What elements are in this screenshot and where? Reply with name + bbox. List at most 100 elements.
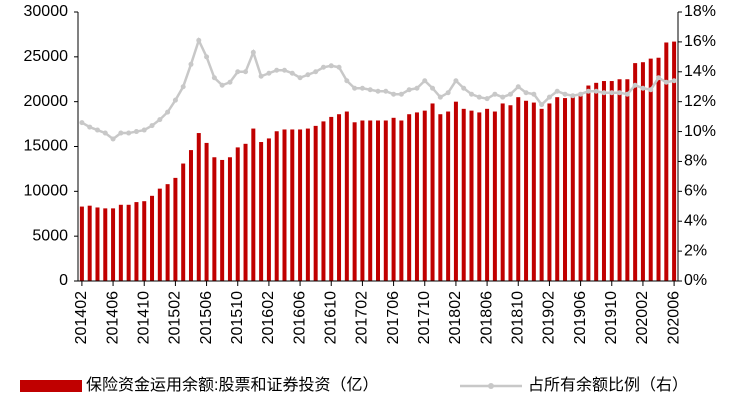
line-marker	[671, 78, 677, 84]
bar	[664, 42, 669, 282]
line-marker	[656, 75, 662, 81]
x-tick-label: 201410	[135, 291, 152, 344]
bar	[477, 112, 482, 281]
line-marker	[414, 85, 420, 91]
bar	[126, 204, 131, 281]
line-marker	[227, 79, 233, 85]
line-marker	[515, 84, 521, 90]
x-tick-label: 201810	[509, 291, 526, 344]
bar	[360, 120, 365, 281]
line-marker	[313, 69, 319, 75]
line-marker	[266, 70, 272, 76]
bar	[391, 117, 396, 281]
bar	[337, 114, 342, 281]
bar	[188, 150, 193, 281]
y2-tick-label: 4%	[684, 212, 707, 229]
y2-tick-label: 10%	[684, 123, 716, 140]
bar	[266, 138, 271, 281]
bar	[165, 184, 170, 281]
y-tick-label: 15000	[24, 138, 69, 155]
line-marker	[398, 91, 404, 97]
bar	[173, 177, 178, 281]
line-marker	[196, 37, 202, 43]
x-tick-label: 201602	[260, 291, 277, 344]
bar	[290, 129, 295, 281]
x-tick-label: 201906	[572, 291, 589, 344]
line-marker	[250, 49, 256, 55]
line-marker	[554, 88, 560, 94]
line-marker	[172, 97, 178, 103]
line-marker	[188, 61, 194, 67]
bar	[601, 81, 606, 281]
bar	[251, 128, 256, 281]
line-marker	[344, 78, 350, 84]
bar	[547, 103, 552, 282]
line-marker	[367, 87, 373, 93]
bar	[594, 82, 599, 281]
bar	[274, 131, 279, 281]
bar	[570, 96, 575, 281]
bar	[453, 101, 458, 282]
y-tick-label: 10000	[24, 183, 69, 200]
line-marker	[375, 88, 381, 94]
line-marker	[632, 82, 638, 88]
line-marker	[102, 130, 108, 136]
line-marker	[141, 127, 147, 133]
line-marker	[453, 78, 459, 84]
line-marker	[180, 84, 186, 90]
line-marker	[648, 87, 654, 93]
y2-tick-label: 0%	[684, 272, 707, 289]
bar	[625, 79, 630, 281]
bar	[344, 111, 349, 281]
bar	[157, 188, 162, 281]
line-marker	[570, 93, 576, 99]
bar	[87, 205, 92, 281]
bar	[313, 125, 318, 281]
bar	[656, 57, 661, 282]
line-marker	[243, 69, 249, 75]
line-marker	[437, 94, 443, 100]
x-tick-label: 201406	[104, 291, 121, 344]
bar	[633, 63, 638, 281]
line-marker	[500, 94, 506, 100]
bar	[220, 159, 225, 281]
bar	[196, 133, 201, 281]
bar	[446, 111, 451, 281]
line-marker	[492, 91, 498, 97]
line-marker	[87, 124, 93, 130]
x-tick-label: 201706	[385, 291, 402, 344]
bar	[352, 122, 357, 281]
bar	[204, 142, 209, 281]
line-marker	[445, 90, 451, 96]
line-marker	[126, 130, 132, 136]
line-marker	[601, 90, 607, 96]
line-marker	[328, 63, 334, 69]
line-marker	[352, 85, 358, 91]
x-tick-label: 201510	[229, 291, 246, 344]
y2-tick-label: 6%	[684, 183, 707, 200]
line-marker	[507, 91, 513, 97]
bar	[181, 163, 186, 281]
bar	[578, 92, 583, 281]
line-marker	[640, 85, 646, 91]
line-marker	[469, 91, 475, 97]
bar	[469, 110, 474, 281]
y2-tick-label: 14%	[684, 63, 716, 80]
line-marker	[336, 64, 342, 70]
line-marker	[546, 94, 552, 100]
bar	[672, 41, 677, 282]
line-marker	[157, 117, 163, 123]
line-marker	[523, 90, 529, 96]
bar	[508, 105, 513, 282]
bar	[235, 147, 240, 281]
bar	[227, 157, 232, 281]
x-tick-label: 201606	[291, 291, 308, 344]
line-marker	[305, 72, 311, 78]
bar	[407, 114, 412, 281]
line-marker	[297, 75, 303, 81]
bar	[134, 202, 139, 281]
legend-swatch	[20, 380, 82, 392]
bar	[516, 97, 521, 281]
bar	[212, 157, 217, 281]
bar	[103, 208, 108, 281]
